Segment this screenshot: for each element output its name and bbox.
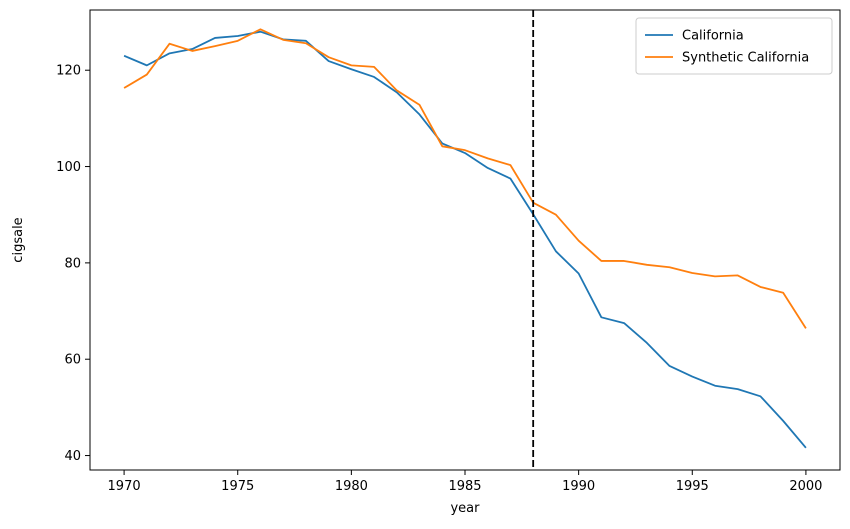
legend: California Synthetic California bbox=[635, 17, 833, 75]
legend-box bbox=[635, 17, 833, 75]
x-tick-label: 1980 bbox=[335, 479, 368, 494]
y-tick-label: 80 bbox=[64, 256, 81, 271]
x-tick-label: 1990 bbox=[562, 479, 595, 494]
x-tick-label: 1995 bbox=[676, 479, 709, 494]
legend-label: Synthetic California bbox=[682, 51, 809, 66]
x-tick-label: 1985 bbox=[448, 479, 481, 494]
plot-content bbox=[123, 10, 807, 470]
y-tick-label: 60 bbox=[64, 353, 81, 368]
legend-label: California bbox=[682, 29, 744, 44]
series-line-1 bbox=[123, 30, 807, 449]
y-tick-label: 100 bbox=[56, 160, 81, 175]
y-axis-label: cigsale bbox=[11, 217, 26, 262]
x-axis-label: year bbox=[450, 501, 480, 516]
x-tick-label: 2000 bbox=[789, 479, 822, 494]
y-tick-label: 40 bbox=[64, 449, 81, 464]
series-line-2 bbox=[123, 28, 807, 329]
y-tick-label: 120 bbox=[56, 64, 81, 79]
x-axis: 1970 1975 1980 1985 1990 1995 2000 bbox=[108, 470, 822, 494]
plot-frame bbox=[89, 9, 841, 471]
x-tick-label: 1970 bbox=[108, 479, 141, 494]
x-tick-label: 1975 bbox=[221, 479, 254, 494]
y-axis: 40 60 80 100 120 bbox=[56, 64, 90, 464]
